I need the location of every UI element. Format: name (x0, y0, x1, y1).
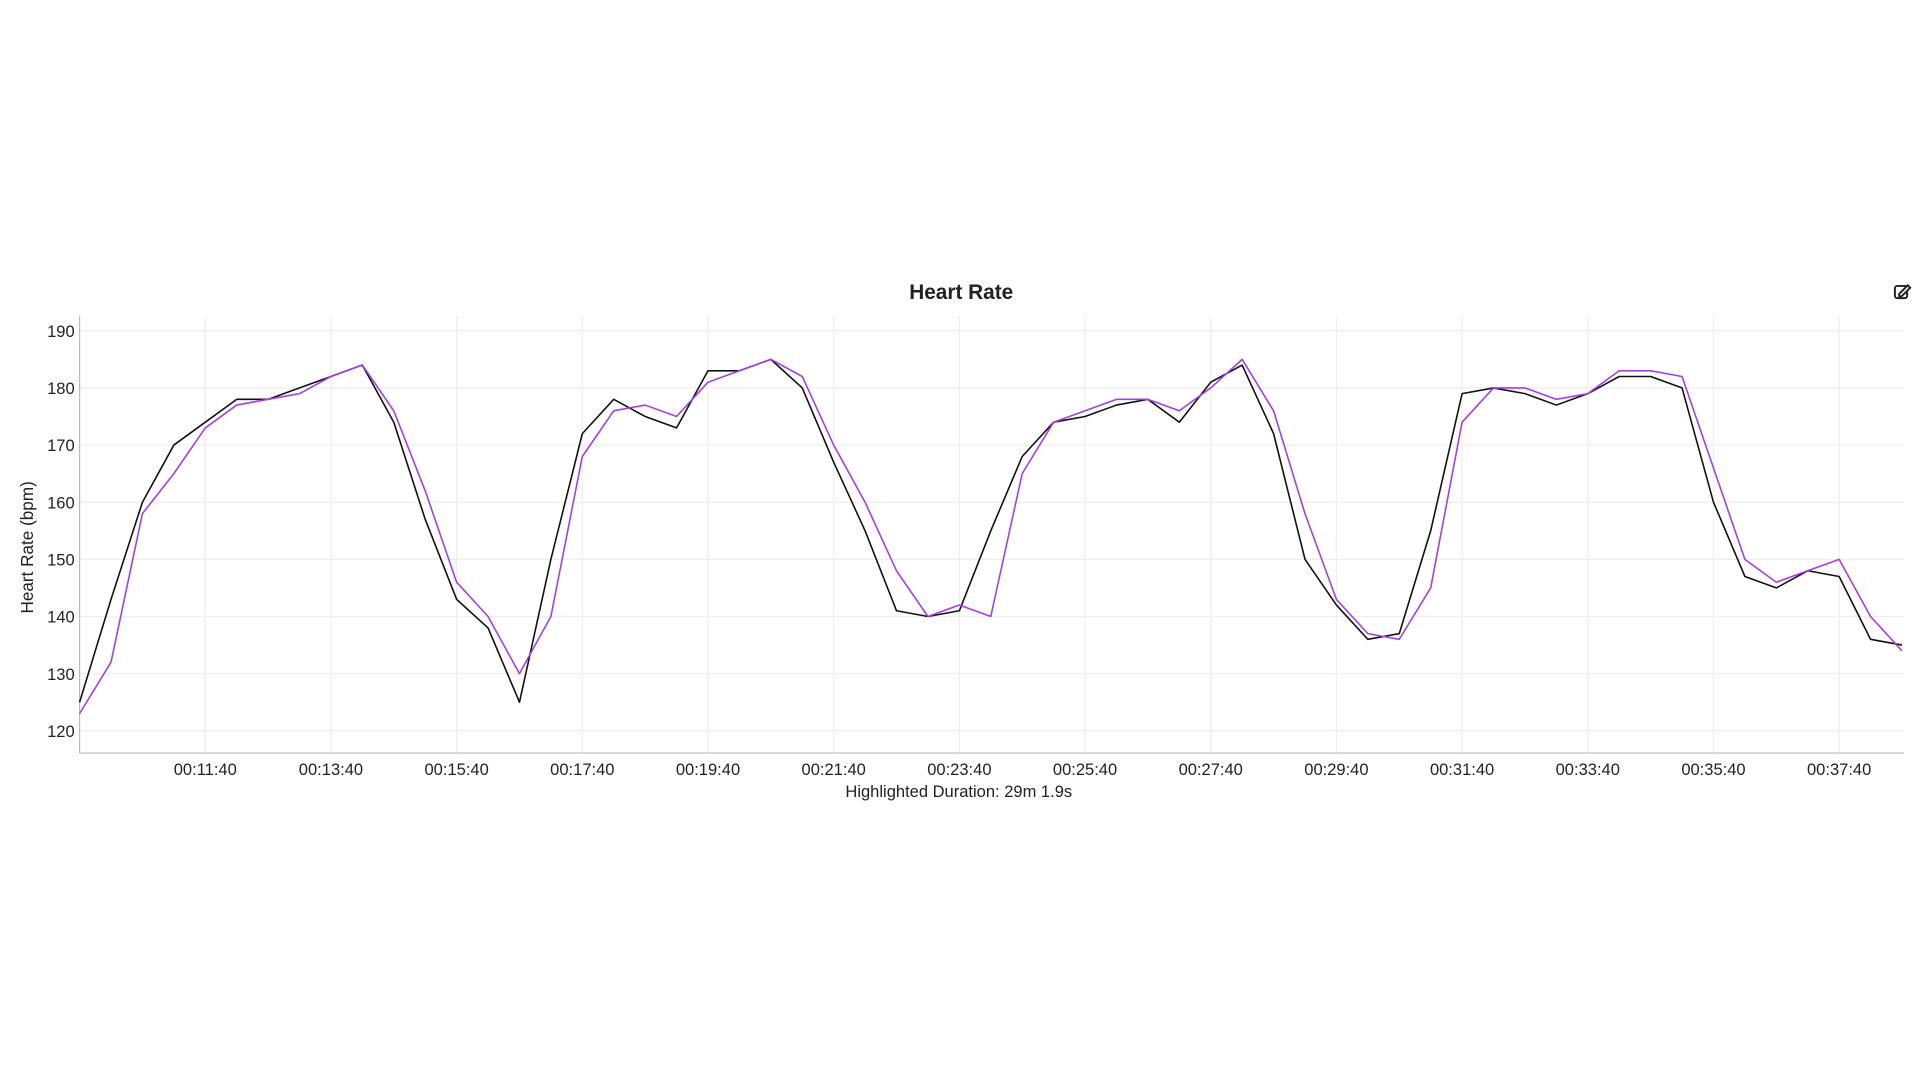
y-tick-label: 190 (47, 322, 75, 341)
x-tick-label: 00:31:40 (1430, 760, 1494, 779)
y-tick-label: 130 (47, 665, 75, 684)
x-tick-label: 00:29:40 (1304, 760, 1368, 779)
line-series (78, 358, 1903, 704)
edit-icon[interactable] (1893, 283, 1912, 300)
x-tick-label: 00:19:40 (676, 760, 740, 779)
x-tick-label: 00:33:40 (1556, 760, 1620, 779)
y-tick-label: 170 (47, 436, 75, 455)
x-tick-label: 00:23:40 (927, 760, 991, 779)
x-tick-label: 00:25:40 (1053, 760, 1117, 779)
x-tick-label: 00:17:40 (550, 760, 614, 779)
x-tick-label: 00:15:40 (424, 760, 488, 779)
x-tick-label: 00:37:40 (1807, 760, 1871, 779)
y-axis-label: Heart Rate (bpm) (17, 481, 37, 613)
x-tick-label: 00:13:40 (299, 760, 363, 779)
annotation: Highlighted Duration: 29m 1.9s (845, 782, 1072, 801)
x-tick-label: 00:11:40 (174, 760, 237, 779)
x-tick-label: 00:27:40 (1179, 760, 1243, 779)
line-series (78, 358, 1903, 715)
x-tick-label: 00:35:40 (1681, 760, 1745, 779)
y-tick-label: 160 (47, 493, 75, 512)
y-tick-label: 120 (47, 722, 75, 741)
y-tick-label: 180 (47, 379, 75, 398)
x-tick-label: 00:21:40 (802, 760, 866, 779)
chart-title: Heart Rate (909, 281, 1013, 304)
y-tick-label: 140 (47, 608, 75, 627)
y-tick-label: 150 (47, 550, 75, 569)
